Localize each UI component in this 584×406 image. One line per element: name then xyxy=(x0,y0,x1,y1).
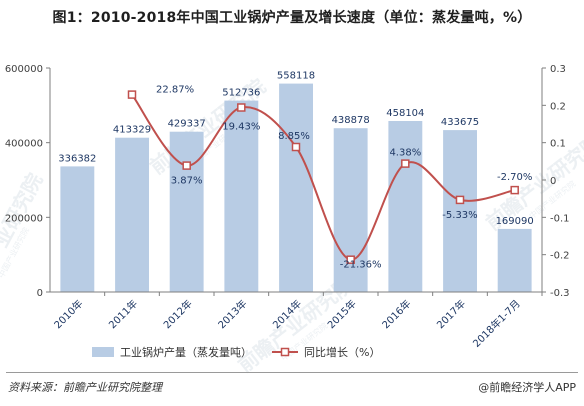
growth-line-path xyxy=(131,94,515,261)
line-series xyxy=(127,90,519,264)
bar-5 xyxy=(333,128,368,292)
bar-value-label: 413329 xyxy=(113,125,151,136)
legend: 工业锅炉产量（蒸发量吨） 同比增长（%） xyxy=(92,345,380,359)
credit-note: @前瞻经济学人APP xyxy=(478,381,576,394)
x-tick-label: 2016年 xyxy=(379,297,413,331)
bar-4 xyxy=(279,83,313,292)
growth-point-8 xyxy=(510,185,519,195)
growth-value-label: 3.87% xyxy=(171,176,203,187)
bar-6 xyxy=(388,121,423,292)
bar-1 xyxy=(115,137,149,292)
x-tick-label: 2012年 xyxy=(161,297,195,331)
growth-value-label: 8.85% xyxy=(278,131,310,142)
bar-value-label: 438878 xyxy=(332,115,370,126)
growth-value-label: -5.33% xyxy=(442,210,477,221)
bar-value-label: 433675 xyxy=(441,117,479,128)
growth-value-label: -21.36% xyxy=(340,260,382,271)
chart-title: 图1：2010-2018年中国工业锅炉产量及增长速度（单位：蒸发量吨，%） xyxy=(52,10,532,26)
y-right-tick-label: 0.2 xyxy=(550,101,566,112)
y-right-tick-label: 0.3 xyxy=(550,64,566,75)
bar-value-label: 336382 xyxy=(58,153,96,164)
x-tick-label: 2010年 xyxy=(51,297,85,331)
bar-value-label: 429337 xyxy=(168,119,206,130)
y-right-tick-label: -0.2 xyxy=(550,251,570,262)
growth-point-7 xyxy=(455,195,465,205)
legend-bar-label: 工业锅炉产量（蒸发量吨） xyxy=(120,345,252,359)
y-right-tick-label: 0 xyxy=(550,176,556,187)
bar-7 xyxy=(443,130,477,292)
x-tick-label: 2017年 xyxy=(434,297,468,331)
growth-point-4 xyxy=(291,142,301,152)
y-left-tick-label: 200000 xyxy=(5,213,43,224)
bar-value-label: 558118 xyxy=(277,71,315,82)
y-right-tick-label: -0.1 xyxy=(550,213,570,224)
y-left-tick-label: 400000 xyxy=(5,139,43,150)
bar-value-label: 169090 xyxy=(496,216,534,227)
bar-2 xyxy=(169,131,204,292)
x-tick-label: 2018年1-7月 xyxy=(470,297,523,350)
bar-value-label: 512736 xyxy=(222,88,260,99)
y-left-tick-label: 600000 xyxy=(5,64,43,75)
growth-point-2 xyxy=(182,161,191,170)
growth-point-5 xyxy=(346,255,355,264)
legend-line-label: 同比增长（%） xyxy=(304,345,380,359)
bar-series xyxy=(60,83,532,292)
y-left-tick-label: 0 xyxy=(37,288,43,299)
data-labels: 336382 413329 429337 512736 558118 438878 4581… xyxy=(58,71,534,271)
source-note: 资料来源：前瞻产业研究院整理 xyxy=(8,381,162,394)
x-tick-label: 2013年 xyxy=(215,297,249,331)
x-tick-label: 2011年 xyxy=(106,297,140,331)
growth-value-label: 22.87% xyxy=(156,85,194,96)
growth-point-3 xyxy=(237,103,246,112)
growth-point-1 xyxy=(127,90,137,99)
bar-8 xyxy=(497,228,532,292)
growth-value-label: 4.38% xyxy=(389,148,421,159)
footer-divider xyxy=(6,372,578,373)
bar-3 xyxy=(224,100,259,292)
legend-line-marker xyxy=(280,347,290,357)
bar-0 xyxy=(60,166,95,292)
y-right-tick-label: -0.3 xyxy=(550,288,570,299)
legend-bar-swatch xyxy=(92,347,114,357)
y-right-tick-label: 0.1 xyxy=(550,139,566,150)
growth-value-label: -2.70% xyxy=(497,172,532,183)
growth-point-6 xyxy=(401,159,410,168)
growth-value-label: 19.43% xyxy=(222,121,260,132)
bar-value-label: 458104 xyxy=(386,108,424,119)
